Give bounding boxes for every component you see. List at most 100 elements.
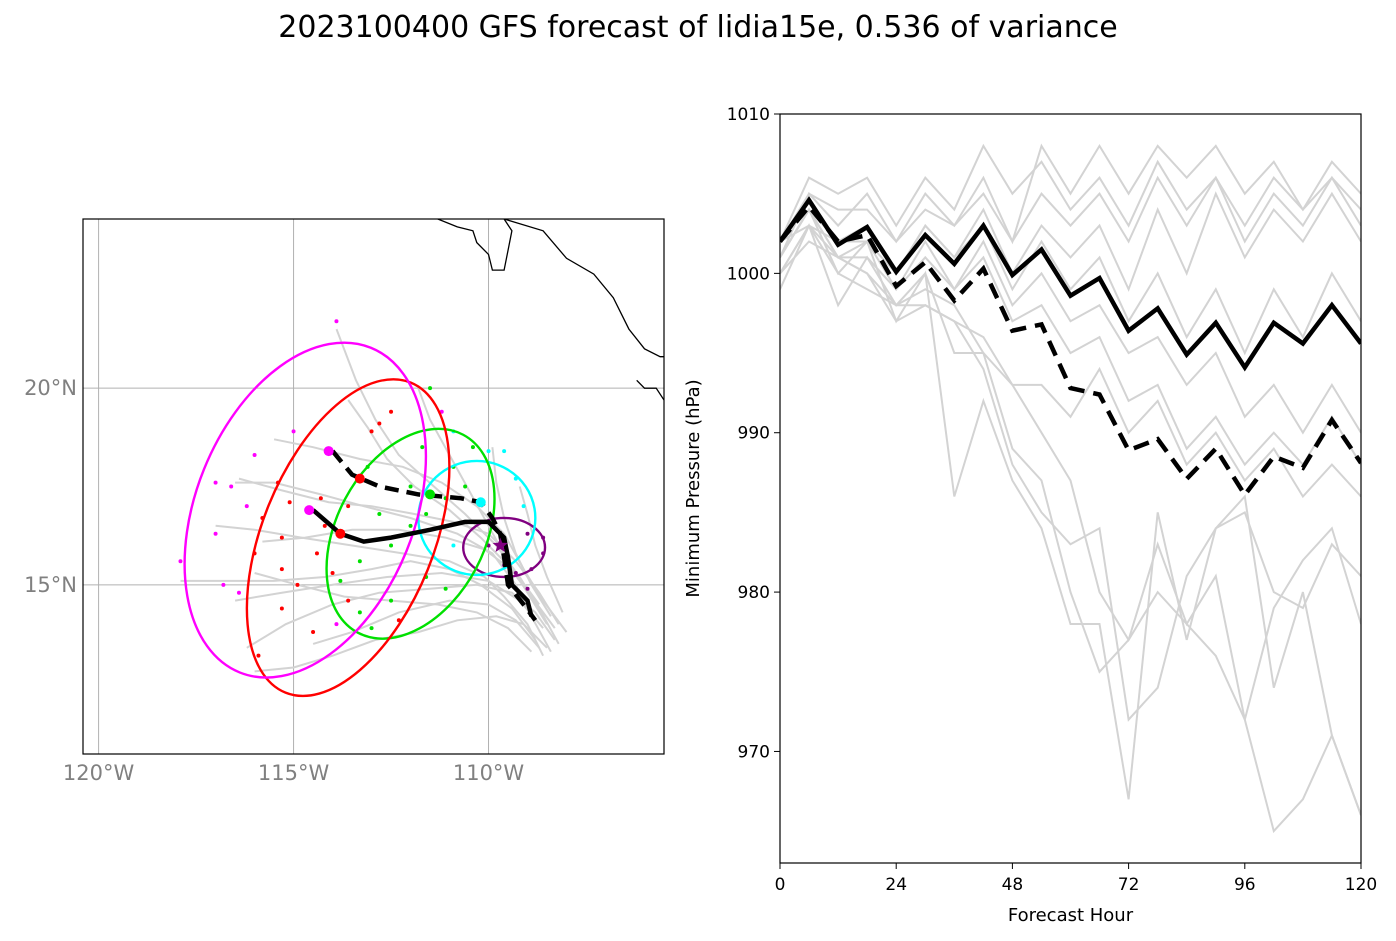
page-title: 2023100400 GFS forecast of lidia15e, 0.5…	[278, 10, 1118, 45]
ensemble-pressure-line	[780, 143, 1361, 258]
ensemble-position-dot	[295, 582, 300, 587]
ensemble-track	[215, 524, 544, 657]
ensemble-position-dot	[377, 512, 382, 517]
ensemble-position-dot	[470, 445, 475, 450]
mean-star-marker	[492, 537, 508, 552]
map-gridlines	[83, 219, 664, 754]
mean-track	[311, 508, 534, 617]
x-tick-label: 120°W	[63, 761, 135, 785]
mean-position-marker	[354, 473, 365, 484]
ensemble-position-dot	[408, 523, 413, 528]
ensemble-position-dot	[521, 504, 526, 509]
ensemble-track	[312, 599, 540, 649]
ensemble-position-dot	[252, 453, 257, 458]
ensemble-pressure-line	[780, 175, 1361, 244]
ensemble-position-dot	[229, 484, 234, 489]
ensemble-position-dot	[311, 630, 316, 635]
map-tick-labels: 120°W 115°W 110°W 20°N 15°N	[24, 376, 524, 785]
ensemble-pressure-line	[780, 143, 1361, 242]
ensemble-pressure-line	[780, 224, 1361, 435]
ensemble-position-dot	[178, 559, 183, 564]
ensemble-position-dot	[334, 319, 339, 324]
coastline-mainland	[503, 219, 664, 358]
ensemble-position-dot	[244, 504, 249, 509]
ensemble-pressure-line	[780, 207, 1361, 800]
ensemble-tracks	[180, 328, 568, 673]
y-tick-label: 1010	[727, 105, 770, 125]
mean-position-marker	[304, 505, 315, 516]
ensemble-position-dot	[279, 567, 284, 572]
ensemble-position-dot	[318, 496, 323, 501]
ensemble-position-dot	[369, 429, 374, 434]
y-tick-label: 15°N	[24, 573, 77, 597]
pressure-chart-panel: 0 24 48 72 96 120 970 980 990 1000 1010 Forecast Ho…	[683, 105, 1377, 926]
ensemble-position-dot	[213, 480, 218, 485]
ensemble-position-dot	[322, 523, 327, 528]
coastline-baja-tip	[437, 219, 513, 271]
ensemble-position-dot	[502, 449, 507, 454]
uncertainty-ellipses	[183, 341, 547, 698]
ensemble-position-dot	[377, 421, 382, 426]
ensemble-position-dot	[357, 559, 362, 564]
pressure-axes: 0 24 48 72 96 120 970 980 990 1000 1010 Forecast Ho…	[683, 105, 1377, 926]
ensemble-position-dot	[486, 449, 491, 454]
ensemble-pressure-line	[780, 240, 1361, 834]
coastline	[437, 219, 664, 401]
y-tick-label: 980	[738, 583, 770, 603]
y-axis-label: Minimum Pressure (hPa)	[683, 379, 704, 597]
mean-tracks	[311, 449, 538, 622]
ensemble-track	[254, 615, 548, 673]
mean-position-marker	[425, 489, 436, 500]
ensemble-pressure-line	[780, 223, 1361, 816]
ensemble-position-dot	[330, 571, 335, 576]
ensemble-track	[347, 399, 556, 629]
ensemble-position-dot	[408, 484, 413, 489]
y-tick-label: 1000	[727, 264, 770, 284]
ensemble-position-dot	[314, 551, 319, 556]
mean-position-marker	[335, 528, 346, 539]
ensemble-position-dot	[369, 626, 374, 631]
ensemble-position-dot	[357, 610, 362, 615]
ensemble-pressure-line	[780, 223, 1361, 720]
ensemble-positions	[178, 319, 546, 658]
x-tick-label: 0	[775, 875, 786, 895]
ensemble-position-dot	[213, 531, 218, 536]
ensemble-position-dot	[513, 571, 518, 576]
ensemble-position-dot	[287, 500, 292, 505]
ensemble-position-dot	[389, 409, 394, 414]
ensemble-position-dot	[279, 535, 284, 540]
ensemble-position-dot	[428, 386, 433, 391]
ellipse-hour-72	[325, 427, 496, 640]
ensemble-track	[238, 477, 560, 625]
ensemble-track	[491, 447, 552, 617]
ensemble-track	[254, 572, 533, 653]
x-tick-label: 115°W	[258, 761, 330, 785]
ensemble-position-dot	[334, 622, 339, 627]
ensemble-track	[180, 560, 537, 641]
ensemble-position-dot	[236, 590, 241, 595]
y-tick-label: 970	[738, 742, 770, 762]
ensemble-position-dot	[256, 653, 261, 658]
ensemble-position-dot	[424, 512, 429, 517]
ensemble-position-dot	[451, 543, 456, 548]
track-map-panel: 120°W 115°W 110°W 20°N 15°N	[24, 218, 665, 785]
mean-pressure-line	[780, 196, 1361, 372]
ensemble-position-dot	[221, 582, 226, 587]
ensemble-position-dot	[291, 429, 296, 434]
x-tick-label: 110°W	[453, 761, 525, 785]
ensemble-position-dot	[389, 543, 394, 548]
y-tick-label: 990	[738, 424, 770, 444]
ensemble-position-dot	[463, 484, 468, 489]
ellipse-hour-24	[462, 516, 547, 579]
ensemble-position-dot	[525, 586, 530, 591]
coastline-island	[636, 379, 664, 401]
alt-mean-pressure-line	[780, 202, 1361, 499]
ellipse-hour-96	[245, 378, 451, 698]
ensemble-position-dot	[525, 531, 530, 536]
x-axis-label: Forecast Hour	[1008, 905, 1134, 926]
ensemble-position-dot	[346, 504, 351, 509]
ensemble-position-dot	[279, 606, 284, 611]
pressure-frame	[779, 113, 1362, 864]
x-tick-label: 48	[1002, 875, 1024, 895]
